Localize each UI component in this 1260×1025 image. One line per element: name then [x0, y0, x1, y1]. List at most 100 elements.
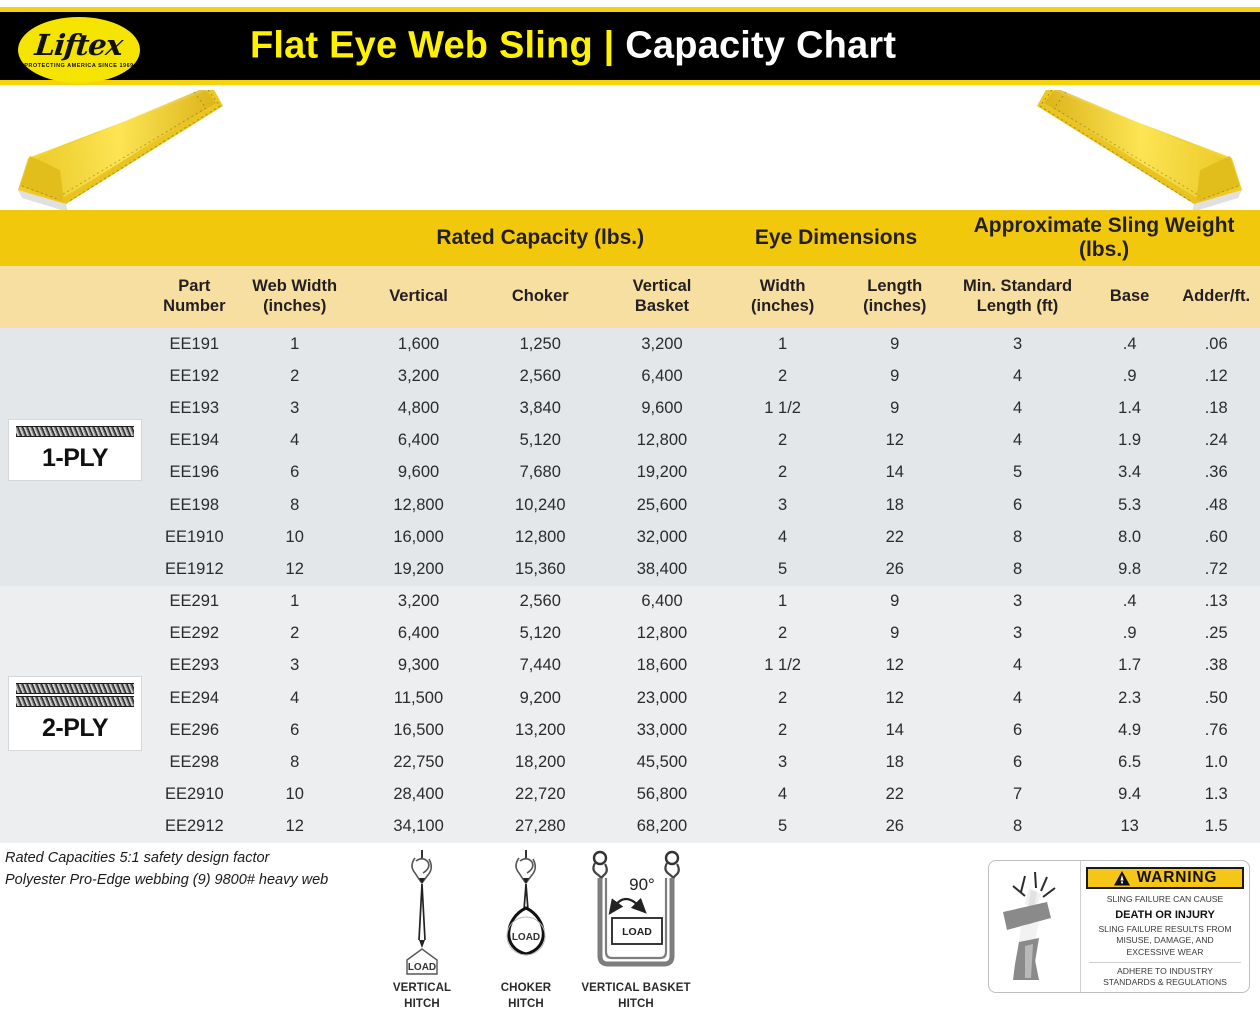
cell-basket-capacity: 23,000 — [600, 682, 724, 715]
vertical-load-text: LOAD — [408, 962, 436, 973]
cell-vertical-capacity: 11,500 — [356, 682, 481, 715]
cell-vertical-capacity: 19,200 — [356, 553, 481, 586]
warning-heading: WARNING — [1136, 869, 1218, 886]
col-eyewidth-l1: Width — [759, 277, 806, 296]
col-part-l2: Number — [163, 297, 226, 315]
cell-basket-capacity: 6,400 — [600, 360, 724, 393]
hitch-basket-label-l2: HITCH — [618, 997, 654, 1010]
cell-eye-length: 14 — [841, 456, 949, 489]
cell-web-width: 6 — [232, 714, 357, 747]
group-header-sling-weight: Approximate Sling Weight (lbs.) — [948, 210, 1260, 266]
warning-triangle-icon — [1113, 870, 1130, 885]
vertical-basket-hitch-icon: 90° LOAD — [592, 850, 680, 967]
cell-choker-capacity: 5,120 — [480, 617, 601, 650]
cell-adder-per-ft: .36 — [1172, 456, 1260, 489]
column-header-part-number: Part Number — [155, 266, 233, 328]
cell-adder-per-ft: 1.5 — [1172, 810, 1260, 843]
cell-basket-capacity: 18,600 — [600, 649, 724, 683]
cell-base-weight: 2.3 — [1086, 682, 1173, 715]
header-banner: Liftex PROTECTING AMERICA SINCE 1969 Fla… — [0, 7, 1260, 85]
col-minlen-l2: Length (ft) — [976, 297, 1059, 315]
table-row: EE192 2 3,200 2,560 6,400 2 9 4.9.12 — [0, 360, 1260, 393]
basket-load-text: LOAD — [622, 926, 652, 938]
column-header-eye-width: Width (inches) — [723, 266, 842, 328]
title-subject: Capacity Chart — [625, 24, 897, 67]
column-header-choker: Choker — [480, 266, 601, 328]
sling-failure-icon — [1002, 871, 1056, 980]
cell-eye-width: 1 1/2 — [723, 392, 842, 425]
cell-eye-width: 3 — [723, 488, 842, 522]
cell-min-standard-length: 3 — [948, 585, 1087, 618]
cell-eye-width: 2 — [723, 424, 842, 457]
hitch-diagrams: LOAD VERTICAL HITCH LOAD CHOKER HIT — [372, 848, 692, 1023]
warning-label: WARNING SLING FAILURE CAN CAUSE DEATH OR… — [988, 860, 1250, 993]
hitch-vertical-label-l1: VERTICAL — [392, 982, 452, 994]
table-row: EE193 3 4,800 3,840 9,600 1 1/2 9 4 1.4.18 — [0, 392, 1260, 425]
cell-choker-capacity: 1,250 — [480, 328, 601, 361]
table-body: 1-PLY EE191 1 1,600 1,250 3,200 1 9 3.4.06 EE192 2… — [0, 328, 1260, 843]
hitch-vertical-basket: 90° LOAD VERTICAL BASKET HITCH — [580, 848, 692, 1023]
cell-basket-capacity: 19,200 — [600, 456, 724, 489]
cell-choker-capacity: 12,800 — [480, 521, 601, 554]
col-webwidth-l2: (inches) — [263, 297, 327, 315]
cell-min-standard-length: 6 — [948, 488, 1087, 522]
title-divider: | — [603, 24, 615, 67]
cell-min-standard-length: 4 — [948, 360, 1087, 393]
cell-eye-length: 9 — [841, 617, 949, 650]
cell-vertical-capacity: 9,300 — [356, 649, 481, 683]
cell-part-number: EE2910 — [155, 778, 233, 811]
warning-graphic-panel — [989, 861, 1081, 992]
table-row: EE294 4 11,500 9,200 23,000 2 12 4 2.3.50 — [0, 682, 1260, 715]
cell-part-number: EE2912 — [155, 810, 233, 843]
col-eyelength-l1: Length — [867, 277, 923, 296]
webbing-strip-icon — [16, 425, 134, 437]
cell-eye-width: 3 — [723, 746, 842, 779]
cell-min-standard-length: 7 — [948, 778, 1087, 811]
cell-eye-width: 1 — [723, 328, 842, 361]
cell-choker-capacity: 10,240 — [480, 488, 601, 522]
ply-badge-1-ply: 1-PLY — [8, 418, 142, 481]
col-basket-l1: Vertical — [632, 277, 692, 296]
cell-choker-capacity: 7,440 — [480, 649, 601, 683]
cell-basket-capacity: 12,800 — [600, 424, 724, 457]
cell-part-number: EE291 — [155, 585, 233, 618]
cell-vertical-capacity: 22,750 — [356, 746, 481, 779]
cell-basket-capacity: 3,200 — [600, 328, 724, 361]
col-eyelength-l2: (inches) — [863, 297, 927, 315]
column-header-vertical: Vertical — [356, 266, 481, 328]
cell-min-standard-length: 3 — [948, 328, 1087, 361]
cell-choker-capacity: 15,360 — [480, 553, 601, 586]
column-header-web-width: Web Width (inches) — [232, 266, 357, 328]
cell-web-width: 10 — [232, 521, 357, 554]
ply-group-cell-2-ply: 2-PLY — [0, 585, 156, 843]
cell-min-standard-length: 8 — [948, 810, 1087, 843]
cell-min-standard-length: 8 — [948, 521, 1087, 554]
cell-adder-per-ft: 1.3 — [1172, 778, 1260, 811]
cell-min-standard-length: 4 — [948, 424, 1087, 457]
cell-vertical-capacity: 3,200 — [356, 360, 481, 393]
cell-basket-capacity: 9,600 — [600, 392, 724, 425]
cell-vertical-capacity: 6,400 — [356, 424, 481, 457]
cell-basket-capacity: 12,800 — [600, 617, 724, 650]
cell-base-weight: 5.3 — [1086, 488, 1173, 522]
table-row: EE2910 10 28,400 22,720 56,800 4 22 7 9.4 1.3 — [0, 778, 1260, 811]
cell-eye-length: 12 — [841, 682, 949, 715]
column-header-row: Part Number Web Width (inches) Vertical … — [0, 266, 1260, 328]
cell-eye-length: 26 — [841, 810, 949, 843]
cell-vertical-capacity: 3,200 — [356, 585, 481, 618]
cell-eye-length: 12 — [841, 424, 949, 457]
cell-eye-width: 4 — [723, 778, 842, 811]
cell-adder-per-ft: .12 — [1172, 360, 1260, 393]
cell-part-number: EE1912 — [155, 553, 233, 586]
table-row: EE296 6 16,500 13,200 33,000 2 14 6 4.9.76 — [0, 714, 1260, 747]
cell-choker-capacity: 2,560 — [480, 360, 601, 393]
hitch-choker-label: CHOKER HITCH — [501, 981, 551, 1012]
cell-eye-length: 9 — [841, 392, 949, 425]
cell-min-standard-length: 6 — [948, 714, 1087, 747]
title-product: Flat Eye Web Sling — [250, 24, 593, 67]
table-row: 1-PLY EE191 1 1,600 1,250 3,200 1 9 3.4.06 — [0, 328, 1260, 586]
hitch-basket-label: VERTICAL BASKET HITCH — [581, 981, 690, 1012]
warning-line-3c: EXCESSIVE WEAR — [1126, 946, 1204, 957]
cell-part-number: EE1910 — [155, 521, 233, 554]
